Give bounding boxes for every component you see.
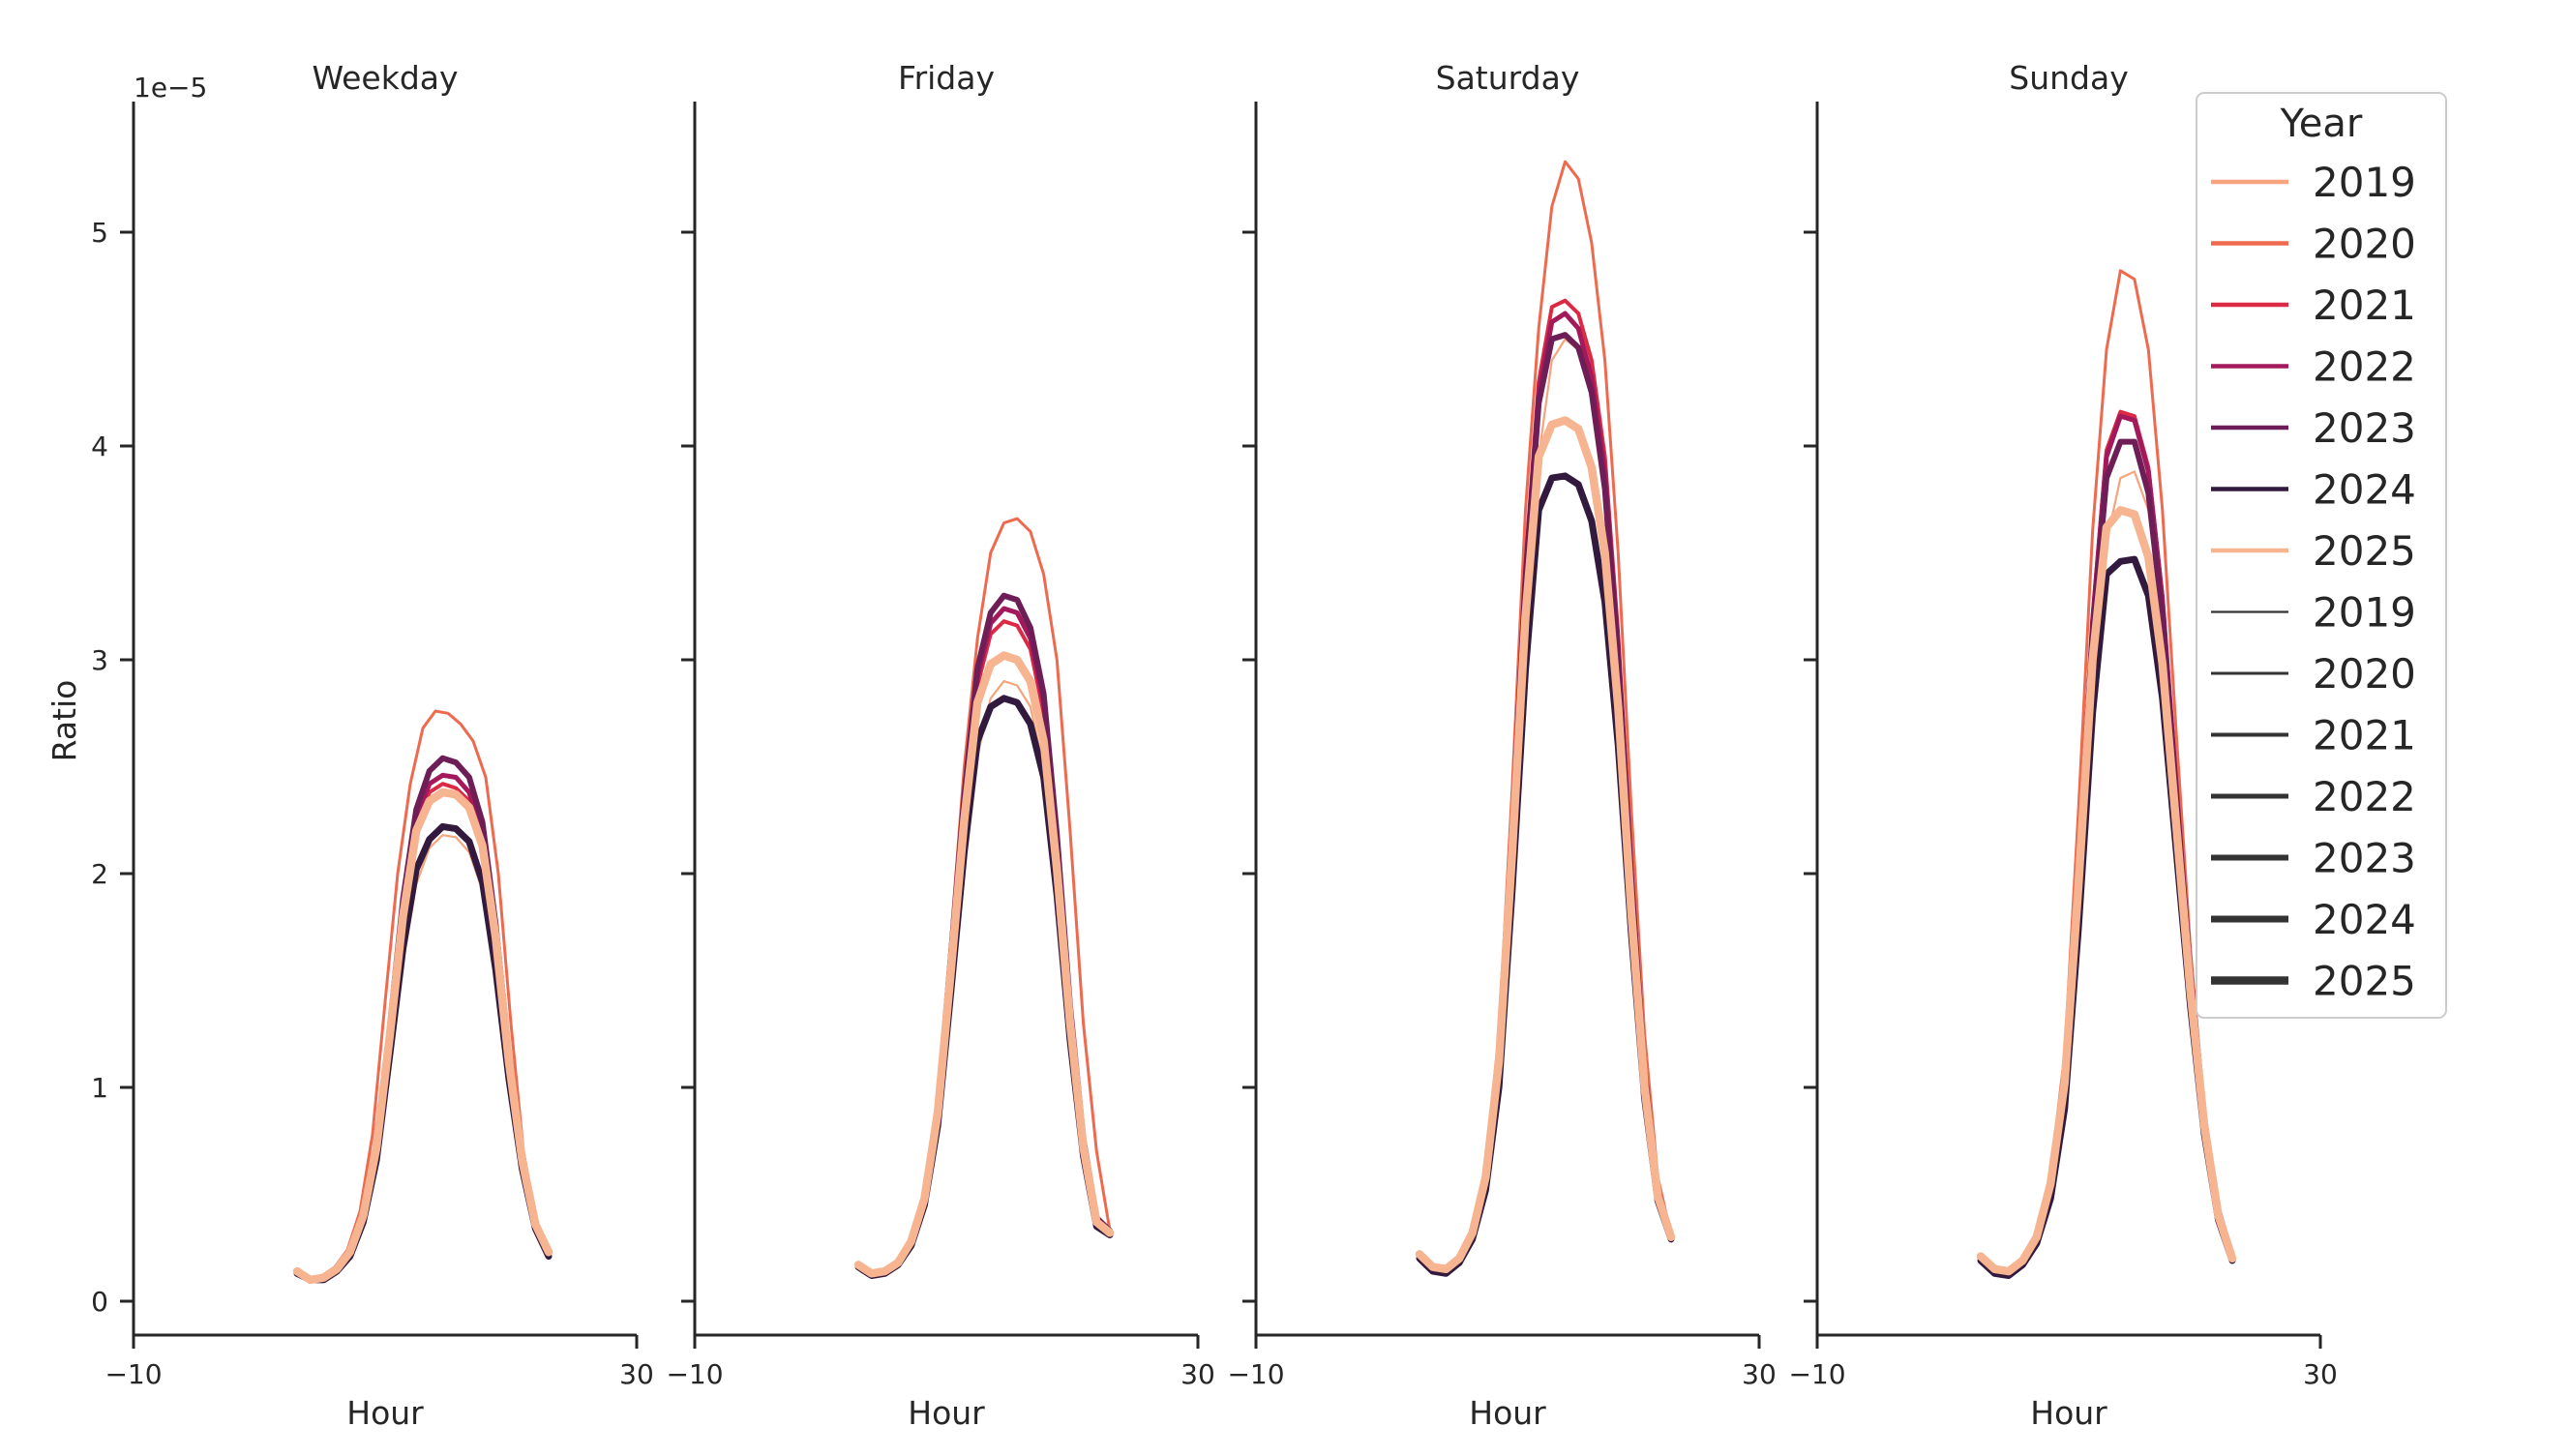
legend-item: 2025 [2211,527,2416,575]
y-axis-label: Ratio [45,680,83,762]
legend-item: 2025 [2211,958,2416,1005]
legend-label: 2024 [2313,466,2416,514]
panel-sunday: Sunday −10 30 Hour [1788,59,2337,1432]
x-tick-label: 30 [1180,1358,1215,1390]
y-tick-label: 0 [91,1286,108,1318]
series-line-sunday-2020 [1979,269,2234,1271]
legend-label: 2020 [2313,221,2416,268]
panel-title: Saturday [1436,59,1580,97]
x-tick-label: −10 [1788,1358,1845,1390]
series-line-friday-2022 [855,606,1113,1276]
series-line-sunday-2024 [1977,555,2236,1279]
series-line-saturday-2022 [1417,311,1674,1272]
legend-item: 2023 [2211,835,2416,882]
x-tick-label: −10 [1227,1358,1284,1390]
panel-title: Sunday [2009,59,2128,97]
y-tick-label: 5 [91,217,108,249]
legend-label: 2019 [2313,589,2416,637]
panel-title: Friday [898,59,995,97]
legend-label: 2022 [2313,773,2416,820]
legend-label: 2020 [2313,650,2416,698]
x-tick-label: −10 [666,1358,723,1390]
legend-item: 2021 [2211,282,2416,329]
x-axis-label: Hour [908,1394,985,1432]
y-tick-label: 3 [91,644,108,676]
series-line-friday-2019 [856,679,1112,1277]
legend-item: 2023 [2211,404,2416,452]
legend-label: 2019 [2313,159,2416,206]
x-axis-label: Hour [346,1394,424,1432]
x-tick-label: 30 [1742,1358,1777,1390]
legend-label: 2025 [2313,527,2416,575]
series-line-friday-2023 [855,592,1113,1277]
x-tick-label: 30 [2303,1358,2338,1390]
y-tick-label: 1 [91,1072,108,1104]
legend-label: 2021 [2313,282,2416,329]
series-line-saturday-2020 [1418,160,1673,1271]
series-line-saturday-2019 [1418,338,1673,1273]
legend-item: 2022 [2211,773,2416,820]
legend-label: 2025 [2313,958,2416,1005]
x-tick-label: 30 [619,1358,654,1390]
legend-item: 2019 [2211,159,2416,206]
legend-item: 2020 [2211,650,2416,698]
y-tick-label: 4 [91,431,108,462]
legend-label: 2023 [2313,404,2416,452]
y-offset-label: 1e−5 [134,72,207,104]
legend: Year 2019 2020 2021 2022 2023 2024 2025 2019 2020… [2196,92,2447,1019]
series-line-weekday-2025 [292,787,553,1285]
y-tick-label: 2 [91,858,108,890]
legend-item: 2021 [2211,712,2416,759]
legend-frame [2196,92,2447,1019]
legend-label: 2022 [2313,343,2416,391]
legend-title: Year [2280,102,2363,146]
x-axis-label: Hour [1469,1394,1546,1432]
panel-friday: Friday −10 30 Hour [666,59,1214,1432]
legend-item: 2024 [2211,896,2416,943]
panel-title: Weekday [312,59,458,97]
x-axis-label: Hour [2030,1394,2107,1432]
series-line-saturday-2025 [1415,416,1676,1274]
series-line-sunday-2025 [1976,506,2237,1276]
legend-label: 2024 [2313,896,2416,943]
legend-item: 2024 [2211,466,2416,514]
series-line-friday-2024 [854,695,1114,1279]
x-tick-label: −10 [105,1358,162,1390]
legend-item: 2019 [2211,589,2416,637]
panel-weekday: Weekday 0 1 2 3 4 5 −10 30 Hour [91,59,654,1432]
series-line-friday-2025 [853,651,1115,1278]
legend-label: 2023 [2313,835,2416,882]
legend-label: 2021 [2313,712,2416,759]
legend-item: 2020 [2211,221,2416,268]
series-line-saturday-2023 [1417,332,1674,1272]
panel-saturday: Saturday −10 30 Hour [1227,59,1776,1432]
legend-item: 2022 [2211,343,2416,391]
